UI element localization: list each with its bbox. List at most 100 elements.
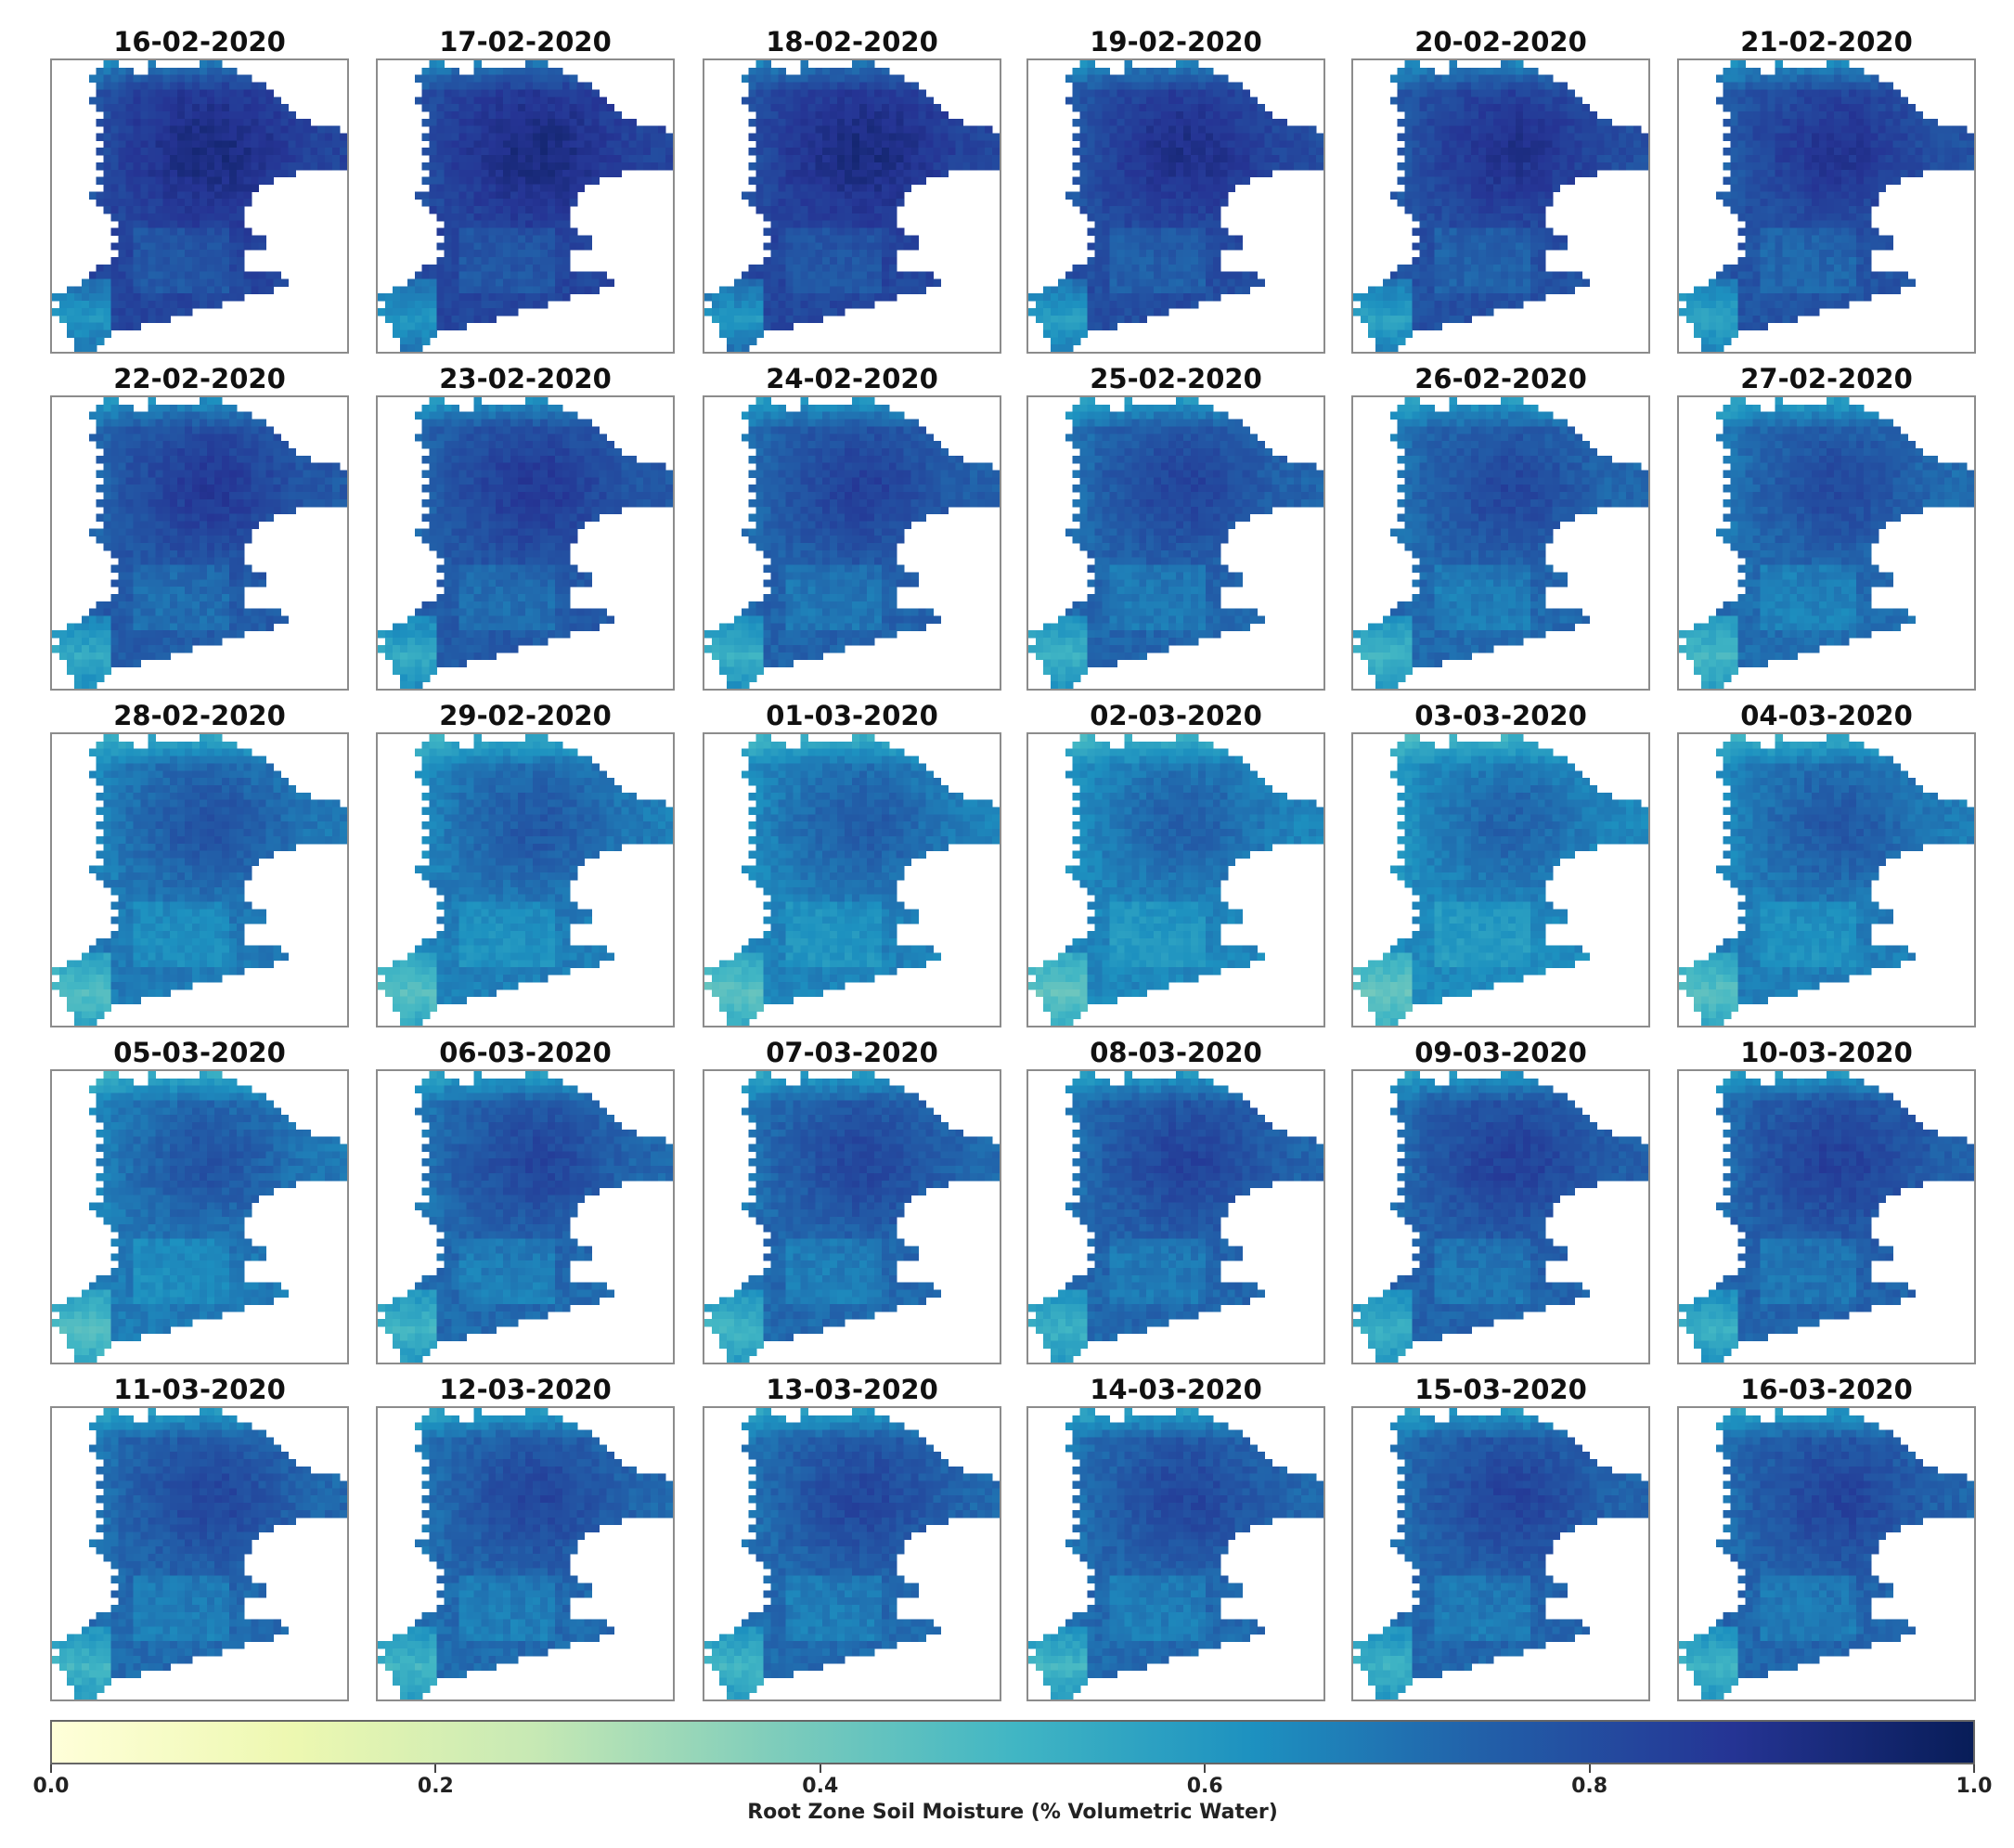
panel-title: 29-02-2020: [376, 699, 675, 732]
panel-title: 03-03-2020: [1351, 699, 1650, 732]
soil-moisture-map: [378, 1071, 673, 1363]
soil-moisture-map: [704, 60, 1000, 352]
panel-title: 24-02-2020: [703, 362, 1001, 395]
map-panel: 04-03-2020: [1677, 700, 1976, 1027]
soil-moisture-map: [1353, 734, 1648, 1026]
panel-map-frame: [1026, 1406, 1325, 1701]
panel-map-frame: [1026, 58, 1325, 354]
panel-title: 08-03-2020: [1026, 1036, 1325, 1069]
soil-moisture-map: [704, 397, 1000, 689]
colorbar-tick: [1204, 1764, 1207, 1773]
colorbar-tick: [1588, 1764, 1591, 1773]
panel-title: 26-02-2020: [1351, 362, 1650, 395]
colorbar: [50, 1720, 1975, 1764]
panel-title: 23-02-2020: [376, 362, 675, 395]
map-panel: 19-02-2020: [1026, 26, 1325, 354]
soil-moisture-map: [1679, 734, 1974, 1026]
panel-title: 06-03-2020: [376, 1036, 675, 1069]
panel-map-frame: [1351, 58, 1650, 354]
map-panel: 13-03-2020: [703, 1374, 1001, 1701]
soil-moisture-map: [378, 734, 673, 1026]
colorbar-tick-label: 0.0: [0, 1775, 107, 1798]
panel-map-frame: [703, 732, 1001, 1027]
panel-map-frame: [1677, 395, 1976, 691]
map-panel: 03-03-2020: [1351, 700, 1650, 1027]
panel-title: 16-02-2020: [50, 25, 349, 58]
map-panel: 25-02-2020: [1026, 363, 1325, 691]
panel-title: 09-03-2020: [1351, 1036, 1650, 1069]
panel-title: 22-02-2020: [50, 362, 349, 395]
colorbar-tick: [50, 1764, 52, 1773]
panel-map-frame: [1677, 58, 1976, 354]
map-panel: 07-03-2020: [703, 1037, 1001, 1364]
colorbar-label: Root Zone Soil Moisture (% Volumetric Wa…: [50, 1801, 1975, 1824]
map-panel: 23-02-2020: [376, 363, 675, 691]
panel-title: 16-03-2020: [1677, 1373, 1976, 1406]
soil-moisture-map: [52, 60, 347, 352]
soil-moisture-map: [1679, 397, 1974, 689]
soil-moisture-map: [52, 397, 347, 689]
panel-map-frame: [376, 1069, 675, 1364]
map-panel: 10-03-2020: [1677, 1037, 1976, 1364]
panel-map-frame: [376, 395, 675, 691]
map-panel: 11-03-2020: [50, 1374, 349, 1701]
panel-title: 13-03-2020: [703, 1373, 1001, 1406]
panel-title: 01-03-2020: [703, 699, 1001, 732]
panel-title: 21-02-2020: [1677, 25, 1976, 58]
panel-map-frame: [1351, 1069, 1650, 1364]
panel-map-frame: [1677, 1069, 1976, 1364]
soil-moisture-map: [1028, 397, 1323, 689]
soil-moisture-map: [1028, 1071, 1323, 1363]
soil-moisture-map: [378, 60, 673, 352]
map-panel: 08-03-2020: [1026, 1037, 1325, 1364]
panel-map-frame: [50, 1406, 349, 1701]
panel-title: 25-02-2020: [1026, 362, 1325, 395]
soil-moisture-map: [52, 1071, 347, 1363]
panel-map-frame: [50, 732, 349, 1027]
map-panel: 21-02-2020: [1677, 26, 1976, 354]
map-panel: 28-02-2020: [50, 700, 349, 1027]
map-panel: 18-02-2020: [703, 26, 1001, 354]
panel-map-frame: [1351, 395, 1650, 691]
map-panel: 29-02-2020: [376, 700, 675, 1027]
panel-title: 15-03-2020: [1351, 1373, 1650, 1406]
map-panel: 16-02-2020: [50, 26, 349, 354]
panel-title: 10-03-2020: [1677, 1036, 1976, 1069]
panel-title: 14-03-2020: [1026, 1373, 1325, 1406]
map-panel: 15-03-2020: [1351, 1374, 1650, 1701]
panel-map-frame: [376, 58, 675, 354]
colorbar-tick-label: 0.8: [1534, 1775, 1646, 1798]
colorbar-tick: [819, 1764, 821, 1773]
map-panel: 01-03-2020: [703, 700, 1001, 1027]
soil-moisture-map: [378, 397, 673, 689]
panel-map-frame: [1677, 1406, 1976, 1701]
panel-map-frame: [1026, 395, 1325, 691]
panel-map-frame: [50, 58, 349, 354]
colorbar-gradient: [52, 1722, 1973, 1763]
colorbar-tick-label: 0.4: [765, 1775, 876, 1798]
soil-moisture-map: [1028, 734, 1323, 1026]
soil-moisture-map: [1679, 1408, 1974, 1699]
soil-moisture-map: [1028, 60, 1323, 352]
panel-map-frame: [703, 1069, 1001, 1364]
map-panel: 26-02-2020: [1351, 363, 1650, 691]
panel-map-frame: [1677, 732, 1976, 1027]
map-panel: 20-02-2020: [1351, 26, 1650, 354]
panel-map-frame: [1026, 1069, 1325, 1364]
panel-map-frame: [50, 395, 349, 691]
soil-moisture-map: [1353, 397, 1648, 689]
panel-title: 27-02-2020: [1677, 362, 1976, 395]
soil-moisture-map: [704, 1071, 1000, 1363]
map-panel: 16-03-2020: [1677, 1374, 1976, 1701]
panel-title: 11-03-2020: [50, 1373, 349, 1406]
panel-map-frame: [1351, 732, 1650, 1027]
colorbar-tick-label: 0.6: [1149, 1775, 1260, 1798]
panel-map-frame: [703, 58, 1001, 354]
colorbar-tick: [434, 1764, 437, 1773]
panel-title: 17-02-2020: [376, 25, 675, 58]
map-panel: 17-02-2020: [376, 26, 675, 354]
soil-moisture-map: [1028, 1408, 1323, 1699]
colorbar-tick-label: 1.0: [1918, 1775, 2014, 1798]
soil-moisture-map: [704, 734, 1000, 1026]
panel-title: 05-03-2020: [50, 1036, 349, 1069]
